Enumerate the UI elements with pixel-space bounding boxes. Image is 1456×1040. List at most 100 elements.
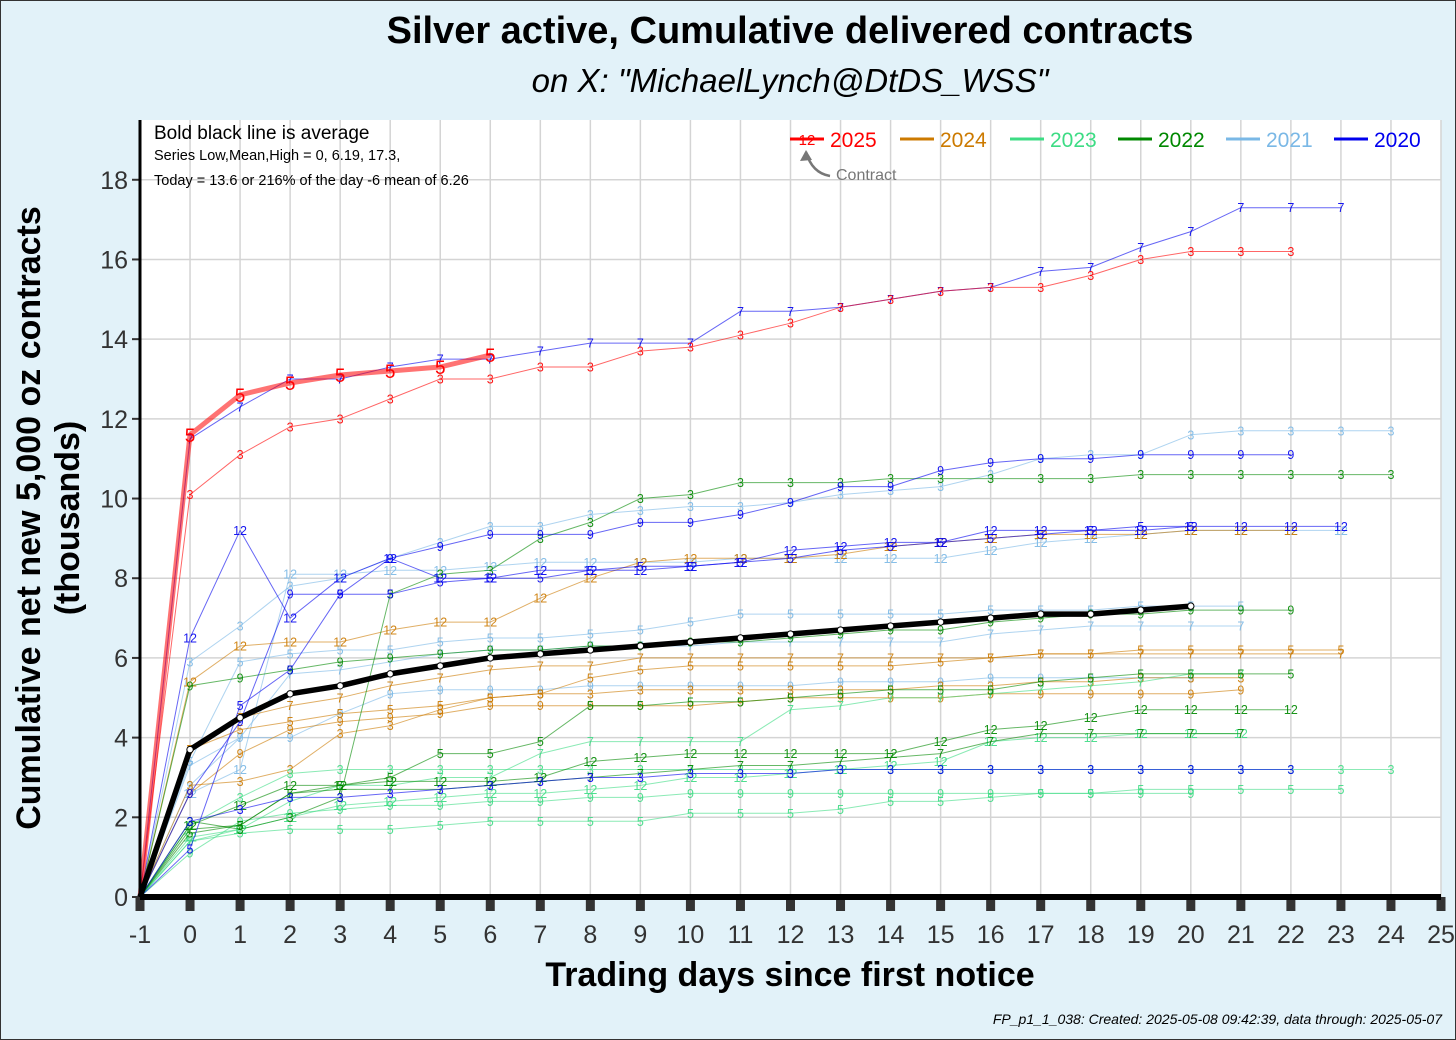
point-label: 9 xyxy=(937,624,944,638)
point-label: 3 xyxy=(237,775,244,789)
average-point xyxy=(636,642,645,650)
series-2024-contract-3: 3 3 3 3 3 3 3 3 3 3 3 3 3 3 3 3 3 3 3 3 3 3 xyxy=(139,671,1244,898)
point-label: 9 xyxy=(437,799,444,813)
point-label: 12 xyxy=(1284,703,1298,717)
point-label: 5 xyxy=(987,791,994,805)
point-label: 5 xyxy=(937,795,944,809)
series-2020-contract-3: 333 3 3 3 3 3 3 3 3 3 3 3 3 3 3 3 3 3 3 3 3 xyxy=(139,763,1294,898)
point-label: 3 xyxy=(787,683,794,697)
point-label: 3 xyxy=(987,468,994,482)
point-label: 7 xyxy=(1087,261,1094,275)
point-label: 5 xyxy=(387,643,394,657)
point-label: 5 xyxy=(537,572,544,586)
series-line xyxy=(139,525,1191,898)
point-label: 5 xyxy=(387,823,394,837)
point-label: 12 xyxy=(1084,731,1098,745)
point-label: 9 xyxy=(737,508,744,522)
point-label: 5 xyxy=(237,827,244,841)
point-label: 5 xyxy=(1137,667,1144,681)
point-label: 7 xyxy=(1187,620,1194,634)
point-label: 12 xyxy=(683,552,697,566)
point-label: 3 xyxy=(487,779,494,793)
point-label: 5 xyxy=(1087,671,1094,685)
point-label: 12 xyxy=(984,544,998,558)
point-label: 5 xyxy=(737,608,744,622)
point-label: 12 xyxy=(533,592,547,606)
chart-subtitle: on X: "MichaelLynch@DtDS_WSS" xyxy=(531,62,1049,99)
point-label: 5 xyxy=(1037,528,1044,542)
point-label: 3 xyxy=(1087,472,1094,486)
point-label: 12 xyxy=(1134,703,1148,717)
point-label: 7 xyxy=(587,659,594,673)
series-line xyxy=(139,454,1291,898)
point-label: 3 xyxy=(537,361,544,375)
series-2020-contract-5: 5 5 5 5 5 5 5 5 5 5 5 5 5 5 5 5 5 5 5 5 5 xyxy=(139,520,1194,898)
point-label: 12 xyxy=(583,755,597,769)
legend-label-2025: 2025 xyxy=(830,129,877,152)
point-label: 9 xyxy=(987,787,994,801)
point-label: 9 xyxy=(1237,604,1244,618)
point-label: 3 xyxy=(687,341,694,355)
point-label: 9 xyxy=(887,624,894,638)
point-label: 9 xyxy=(637,791,644,805)
point-label: 7 xyxy=(437,771,444,785)
point-label: 7 xyxy=(187,823,194,837)
point-label: 5 xyxy=(1187,783,1194,797)
point-label: 3 xyxy=(787,763,794,777)
x-tick-label: 9 xyxy=(633,921,647,949)
average-point xyxy=(1036,610,1045,618)
x-tick-label: 17 xyxy=(1027,921,1055,949)
point-label: 9 xyxy=(587,679,594,693)
point-label: 5 xyxy=(637,699,644,713)
point-label: 5 xyxy=(787,659,794,673)
point-label: 12 xyxy=(1084,524,1098,538)
point-label: 3 xyxy=(1387,763,1394,777)
x-tick-label: 25 xyxy=(1427,921,1455,949)
point-label: 7 xyxy=(587,337,594,351)
point-label: 7 xyxy=(337,783,344,797)
point-label: 3 xyxy=(987,679,994,693)
point-label: 9 xyxy=(387,687,394,701)
point-label: 3 xyxy=(1287,245,1294,259)
y-tick-label: 18 xyxy=(100,167,128,195)
point-label: 9 xyxy=(987,671,994,685)
average-point xyxy=(236,713,244,722)
point-label: 5 xyxy=(337,823,344,837)
average-point xyxy=(1187,602,1195,610)
point-label: 5 xyxy=(335,366,346,387)
point-label: 5 xyxy=(587,628,594,642)
point-label: 7 xyxy=(1037,647,1044,661)
point-label: 5 xyxy=(787,608,794,622)
point-label: 3 xyxy=(837,301,844,315)
point-label: 5 xyxy=(737,659,744,673)
point-label: 9 xyxy=(337,803,344,817)
point-label: 3 xyxy=(487,763,494,777)
point-label: 12 xyxy=(984,723,998,737)
point-label: 3 xyxy=(1187,763,1194,777)
point-label: 9 xyxy=(937,787,944,801)
point-label: 3 xyxy=(1287,763,1294,777)
point-label: 9 xyxy=(537,699,544,713)
point-label: 7 xyxy=(287,795,294,809)
point-label: 7 xyxy=(937,285,944,299)
point-label: 7 xyxy=(537,747,544,761)
point-label: 3 xyxy=(1137,671,1144,685)
point-label: 12 xyxy=(1284,524,1298,538)
point-label: 3 xyxy=(337,727,344,741)
point-label: 7 xyxy=(987,735,994,749)
point-label: 12 xyxy=(1184,520,1198,534)
point-label: 9 xyxy=(187,679,194,693)
point-label: 3 xyxy=(537,520,544,534)
point-label: 5 xyxy=(587,671,594,685)
point-label: 7 xyxy=(387,679,394,693)
average-point xyxy=(186,745,194,754)
annotation-line-2: Series Low,Mean,High = 0, 6.19, 17.3, xyxy=(154,148,400,164)
x-tick-label: 8 xyxy=(583,921,597,949)
point-label: 5 xyxy=(1237,783,1244,797)
point-label: 7 xyxy=(787,759,794,773)
point-label: 7 xyxy=(187,835,194,849)
point-label: 3 xyxy=(637,492,644,506)
point-label: 7 xyxy=(437,353,444,367)
point-label: 5 xyxy=(987,683,994,697)
point-label: 5 xyxy=(487,572,494,586)
